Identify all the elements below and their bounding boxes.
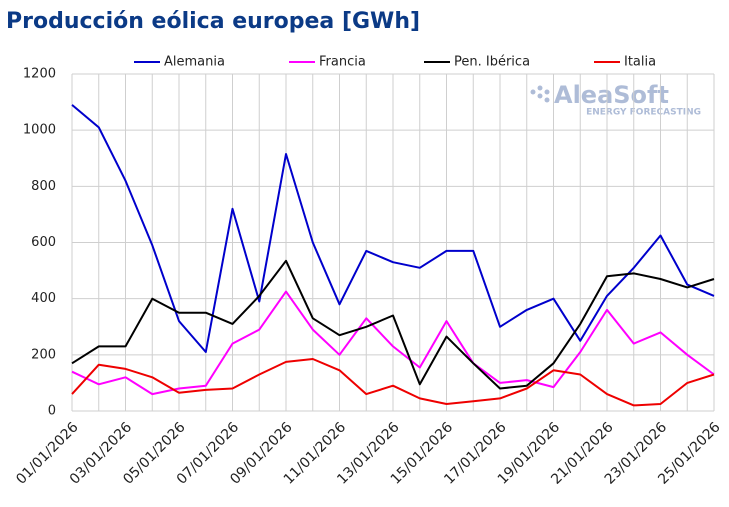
series-line (71, 290, 715, 396)
y-tick-label: 600 (31, 235, 56, 250)
y-tick-label: 1200 (23, 67, 56, 82)
y-tick-label: 400 (31, 291, 56, 306)
series-line (71, 358, 715, 407)
watermark: AleaSoft ENERGY FORECASTING (530, 81, 701, 118)
y-tick-label: 200 (31, 347, 56, 362)
y-tick-label: 0 (48, 404, 56, 419)
series-line (71, 259, 715, 390)
legend-label: Pen. Ibérica (454, 55, 530, 70)
legend-label: Francia (319, 55, 366, 70)
y-tick-label: 800 (31, 179, 56, 194)
series-line (71, 104, 715, 353)
y-tick-label: 1000 (23, 123, 56, 138)
legend-label: Alemania (164, 55, 225, 70)
watermark-tagline: ENERGY FORECASTING (586, 108, 701, 118)
legend-label: Italia (624, 55, 656, 70)
watermark-brand: AleaSoft (554, 81, 669, 109)
chart-title: Producción eólica europea [GWh] (6, 9, 420, 34)
